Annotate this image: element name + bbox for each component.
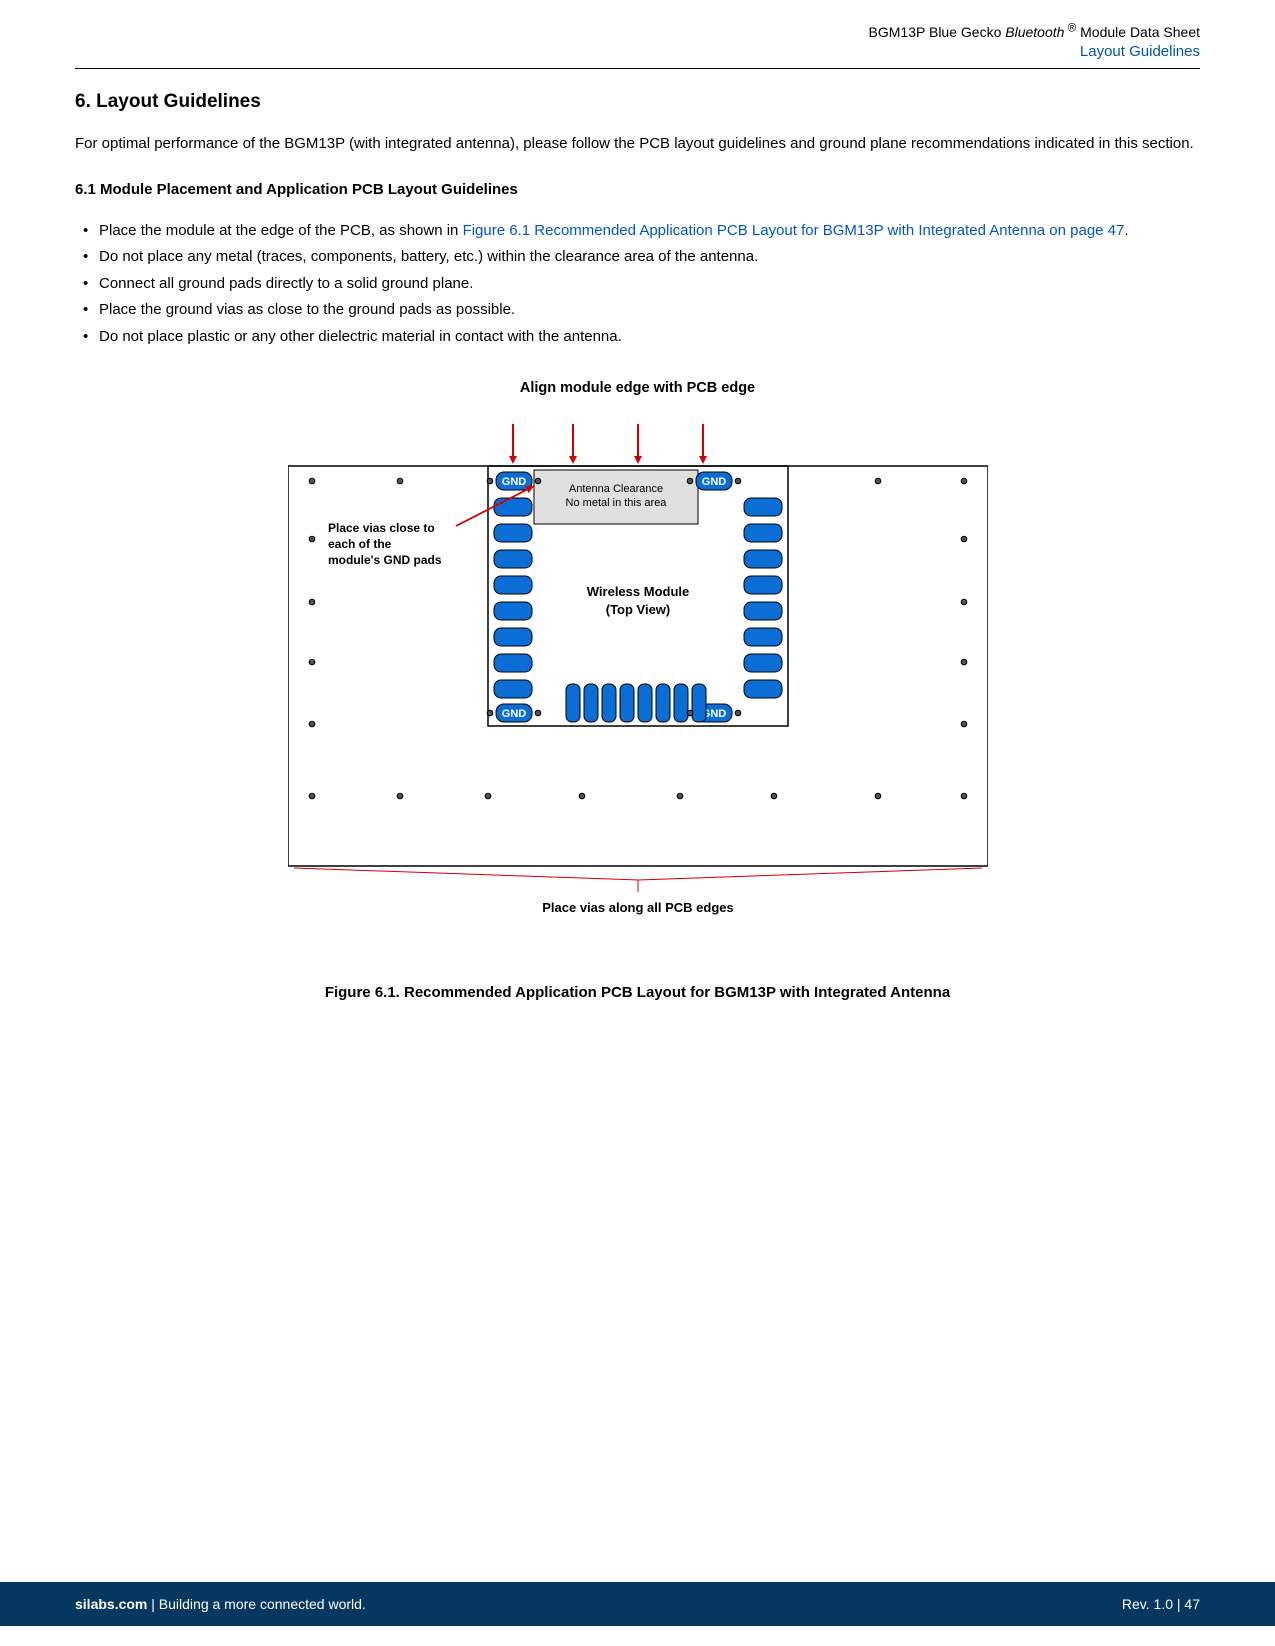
svg-text:module's GND pads: module's GND pads xyxy=(328,553,442,567)
svg-text:each of the: each of the xyxy=(328,537,392,551)
footer-site[interactable]: silabs.com xyxy=(75,1596,147,1612)
pcb-svg: Antenna Clearance No metal in this area Wi… xyxy=(288,404,988,944)
figure-link[interactable]: Figure 6.1 Recommended Application PCB L… xyxy=(463,222,1125,239)
guidelines-list: Place the module at the edge of the PCB,… xyxy=(75,220,1200,349)
svg-text:GND: GND xyxy=(701,476,726,488)
svg-text:Place vias along all PCB edges: Place vias along all PCB edges xyxy=(542,900,733,915)
list-item: Do not place plastic or any other dielec… xyxy=(79,326,1200,349)
svg-text:(Top View): (Top View) xyxy=(605,602,670,617)
svg-text:Place vias close to: Place vias close to xyxy=(328,521,435,535)
svg-text:Wireless Module: Wireless Module xyxy=(586,584,688,599)
doc-header: BGM13P Blue Gecko Bluetooth ® Module Dat… xyxy=(75,20,1200,62)
figure-caption: Figure 6.1. Recommended Application PCB … xyxy=(75,984,1200,1001)
diagram-top-label: Align module edge with PCB edge xyxy=(288,380,988,396)
page-footer: silabs.com | Building a more connected w… xyxy=(0,1582,1275,1626)
svg-text:No metal in this area: No metal in this area xyxy=(565,497,667,509)
footer-rev: Rev. 1.0 | 47 xyxy=(1122,1596,1200,1612)
svg-text:GND: GND xyxy=(501,476,526,488)
header-section: Layout Guidelines xyxy=(1080,43,1200,60)
list-item: Do not place any metal (traces, componen… xyxy=(79,246,1200,269)
pcb-layout-diagram: Align module edge with PCB edge Antenna … xyxy=(288,380,988,944)
section-title: 6. Layout Guidelines xyxy=(75,91,1200,113)
header-rule xyxy=(75,68,1200,69)
subsection-title: 6.1 Module Placement and Application PCB… xyxy=(75,181,1200,198)
list-item: Place the ground vias as close to the gr… xyxy=(79,299,1200,322)
list-item: Connect all ground pads directly to a so… xyxy=(79,273,1200,296)
intro-paragraph: For optimal performance of the BGM13P (w… xyxy=(75,133,1200,155)
footer-tagline: | Building a more connected world. xyxy=(147,1596,365,1612)
svg-text:Antenna Clearance: Antenna Clearance xyxy=(568,483,662,495)
svg-text:GND: GND xyxy=(501,708,526,720)
header-product: BGM13P Blue Gecko Bluetooth ® Module Dat… xyxy=(869,24,1200,40)
list-item: Place the module at the edge of the PCB,… xyxy=(79,220,1200,243)
